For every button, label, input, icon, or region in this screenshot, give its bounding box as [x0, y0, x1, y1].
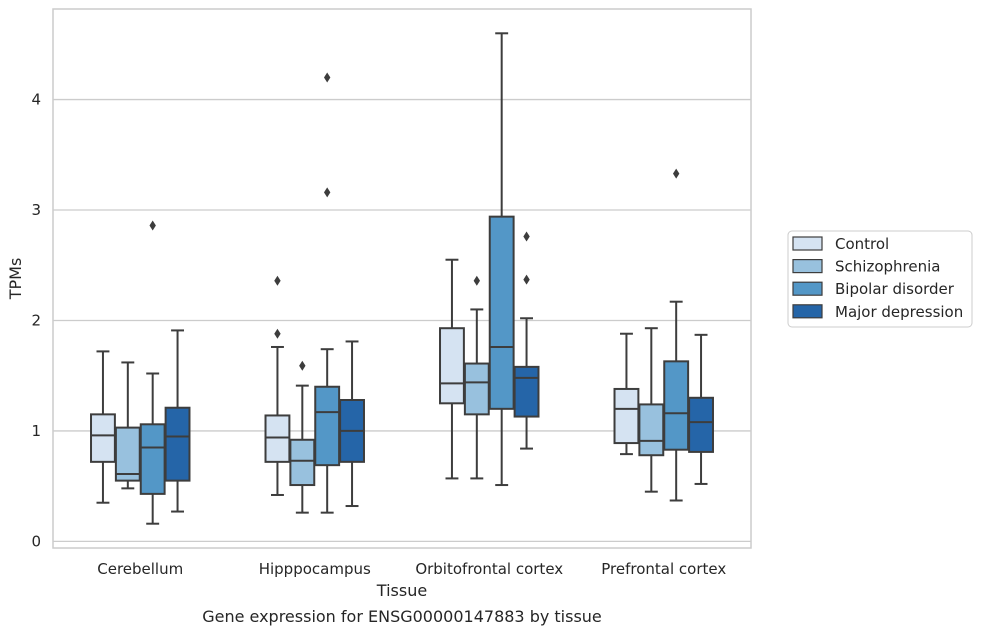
legend-item: Control [792, 235, 889, 253]
x-tick-label: Hipppocampus [259, 560, 371, 578]
box-iqr [90, 413, 116, 463]
box-groups [90, 32, 714, 525]
legend-label: Schizophrenia [835, 258, 940, 276]
box-iqr [289, 438, 316, 487]
legend: Control Schizophrenia Bipolar disorder Majo… [787, 230, 973, 328]
x-tick-labels: Cerebellum Hipppocampus Orbitofrontal cort… [97, 560, 726, 578]
legend-item: Schizophrenia [792, 258, 940, 276]
box-iqr [688, 396, 714, 453]
outlier-point [523, 274, 530, 285]
box-iqr [613, 387, 640, 445]
box-iqr [463, 362, 490, 416]
y-tick-label: 3 [31, 201, 41, 219]
outlier-point [323, 187, 331, 198]
box-iqr [164, 406, 191, 482]
outlier-point [274, 328, 281, 339]
y-tick-labels: 0 1 2 3 4 [31, 91, 41, 551]
x-axis-label: Tissue [376, 581, 427, 600]
outlier-point [473, 275, 481, 286]
legend-label: Major depression [835, 303, 963, 321]
y-tick-label: 4 [31, 91, 41, 109]
plot-frame [52, 8, 752, 549]
box-iqr [114, 426, 141, 482]
box-iqr [264, 414, 291, 463]
legend-item: Major depression [792, 303, 963, 321]
legend-swatch [792, 259, 823, 274]
outlier-point [299, 360, 306, 371]
box-iqr [663, 360, 690, 451]
outlier-point [274, 275, 281, 286]
box-iqr [488, 215, 515, 410]
outlier-point [323, 72, 331, 83]
legend-swatch [792, 236, 823, 251]
box-iqr [638, 403, 665, 457]
box-iqr [139, 423, 166, 495]
y-tick-label: 2 [31, 311, 41, 329]
legend-label: Control [835, 235, 889, 253]
box-iqr [513, 365, 540, 418]
x-tick-label: Prefrontal cortex [601, 560, 726, 578]
outlier-point [523, 231, 530, 242]
y-tick-label: 0 [31, 532, 41, 550]
box-group [264, 72, 365, 514]
x-tick-label: Cerebellum [97, 560, 183, 578]
outlier-point [149, 220, 156, 231]
y-tick-label: 1 [31, 422, 41, 440]
box-iqr [314, 385, 341, 467]
box-group [613, 168, 714, 502]
x-tick-label: Orbitofrontal cortex [415, 560, 563, 578]
legend-swatch [792, 304, 823, 319]
box-group [90, 220, 191, 525]
legend-item: Bipolar disorder [792, 280, 955, 298]
legend-frame [787, 230, 973, 328]
chart-caption: Gene expression for ENSG00000147883 by t… [202, 607, 602, 626]
box-iqr [439, 327, 465, 405]
outlier-point [672, 168, 680, 179]
legend-swatch [792, 281, 823, 296]
legend-label: Bipolar disorder [835, 280, 955, 298]
y-axis-label: TPMs [6, 258, 25, 301]
box-group [439, 32, 540, 487]
